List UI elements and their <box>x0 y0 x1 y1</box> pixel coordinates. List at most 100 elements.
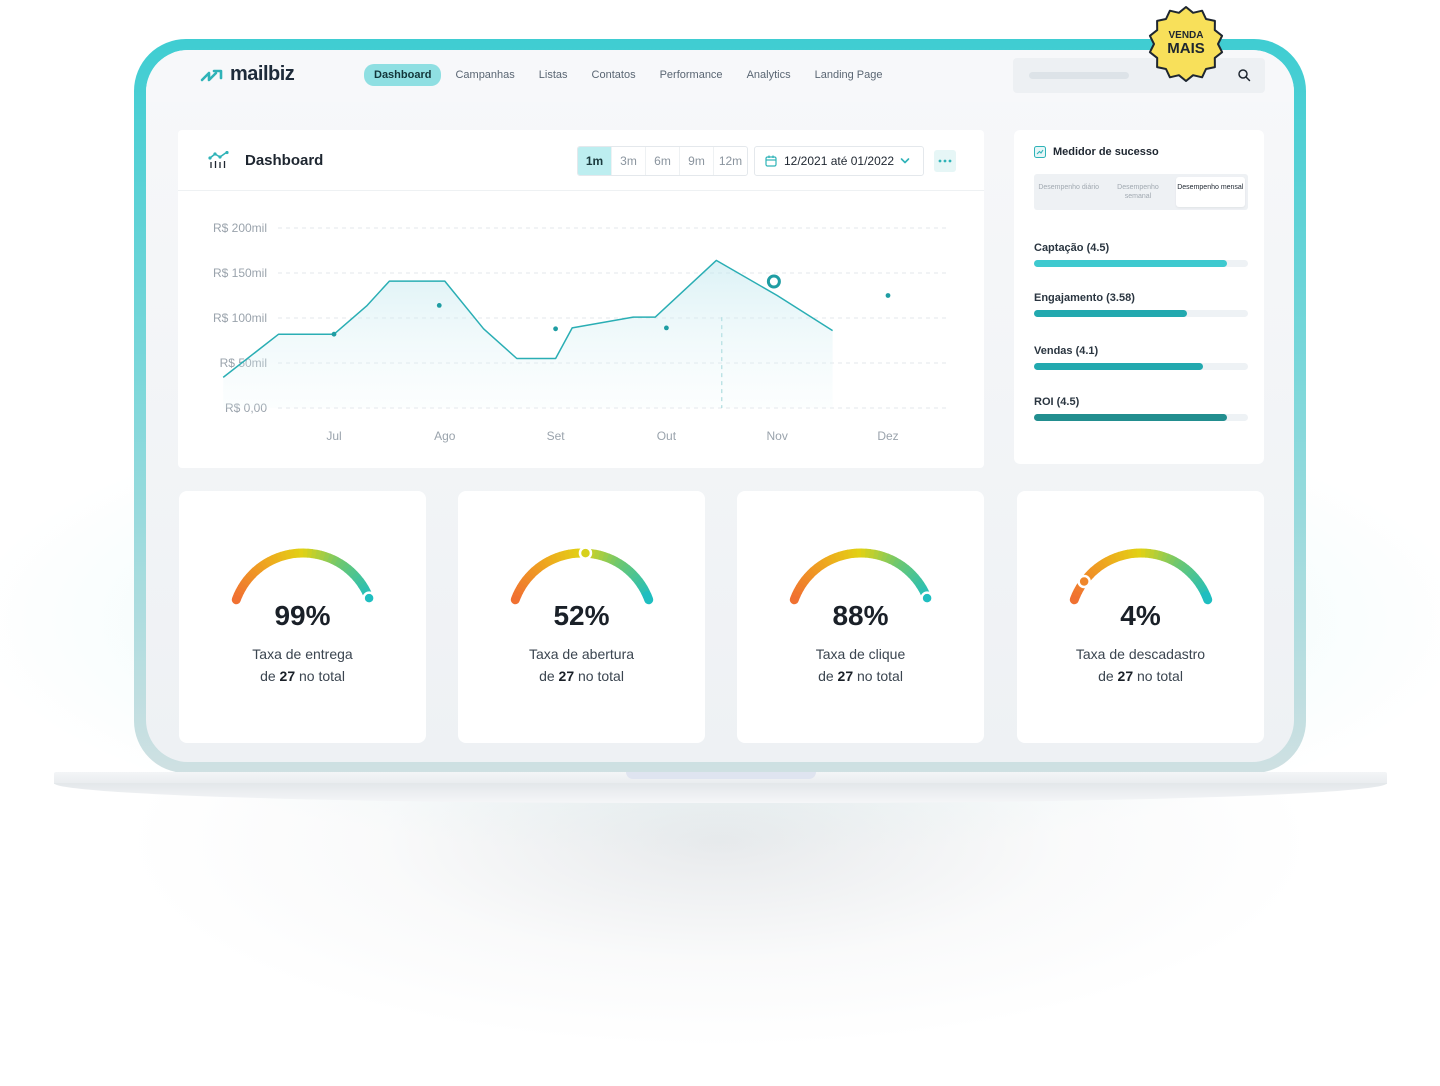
metric-label: Engajamento (3.58) <box>1034 292 1135 304</box>
gauge-arc-segment <box>1182 564 1193 576</box>
gauge-arc-segment <box>1118 550 1126 561</box>
nav-item-landing-page[interactable]: Landing Page <box>814 69 883 81</box>
gauge-arc-segment <box>252 564 263 575</box>
gauge-arc-segment <box>616 559 626 570</box>
tab-daily-performance[interactable]: Desempenho diário <box>1038 184 1100 191</box>
gauge-label-count: de 27 no total <box>260 668 345 684</box>
gauge-arc-segment <box>559 550 567 561</box>
nav-item-dashboard[interactable]: Dashboard <box>364 64 442 86</box>
period-6m-button[interactable]: 6m <box>646 147 680 175</box>
period-1m-button[interactable]: 1m <box>578 147 612 175</box>
gauge-arc-segment <box>605 553 614 564</box>
tab-weekly-performance[interactable]: Desempenho semanal <box>1117 184 1159 200</box>
y-tick-label: R$ 100mil <box>213 311 267 325</box>
period-12m-button[interactable]: 12m <box>718 154 743 168</box>
gauge-value: 88% <box>832 600 889 631</box>
gauge-label: Taxa de abertura de 27 no total <box>458 643 705 687</box>
gauge-label-count: de 27 no total <box>1098 668 1183 684</box>
gauge-arc-segment <box>263 557 273 568</box>
gauge-label-title: Taxa de entrega <box>252 646 353 662</box>
highlight-point[interactable] <box>766 274 781 289</box>
gauge-arc-segment <box>833 551 842 562</box>
gauge-arc-segment <box>814 561 824 572</box>
gauge-arc-segment <box>233 589 245 598</box>
gauge-arc-segment <box>350 571 361 581</box>
gauge-arc-segment <box>1071 589 1083 598</box>
gauge-arc-segment <box>1149 549 1156 559</box>
gauge-arc-segment <box>1157 550 1165 561</box>
nav-item-listas[interactable]: Listas <box>538 69 568 81</box>
gauge-arc-segment <box>550 553 559 564</box>
x-tick-label: Jul <box>326 429 341 443</box>
gauge-label: Taxa de descadastro de 27 no total <box>1017 643 1264 687</box>
nav-item-campanhas[interactable]: Campanhas <box>455 69 515 81</box>
gauge-arc-segment <box>235 585 247 594</box>
gauge-arc-segment <box>793 585 805 594</box>
gauge-arc-segment <box>538 559 548 570</box>
date-range-label: 12/2021 até 01/2022 <box>784 154 895 168</box>
gauge-arc-segment <box>825 555 835 566</box>
tab-monthly-performance[interactable]: Desempenho mensal <box>1175 177 1245 207</box>
calendar-icon <box>765 155 777 167</box>
gauge-arc-segment <box>902 564 913 576</box>
metric-row: Vendas (4.1) <box>1034 345 1248 370</box>
gauge-arc-segment <box>829 553 838 564</box>
gauge-arc-segment <box>873 549 880 560</box>
dashboard-panel: Dashboard 1m 3m 6m 9m 12m 12/2021 até 01… <box>178 130 984 468</box>
gauge-arc-segment <box>1188 571 1199 581</box>
gauge-arc-segment <box>1127 548 1134 559</box>
nav-item-performance[interactable]: Performance <box>659 69 723 81</box>
date-range-picker[interactable]: 12/2021 até 01/2022 <box>754 146 924 176</box>
gauge-arc-segment <box>337 559 347 570</box>
nav-item-analytics[interactable]: Analytics <box>746 69 791 81</box>
gauge-arc-segment <box>810 564 821 575</box>
gauge-arc-segment <box>1094 561 1104 572</box>
nav-item-contatos[interactable]: Contatos <box>591 69 636 81</box>
gauge-arc-segment <box>620 562 630 573</box>
search-icon[interactable] <box>1237 68 1251 82</box>
gauge-arc-segment <box>880 551 889 563</box>
gauge-label-count: de 27 no total <box>818 668 903 684</box>
gauge-arc-segment <box>1164 553 1173 564</box>
gauge-arc-segment <box>895 559 905 570</box>
gauge-arc-segment <box>275 551 284 562</box>
gauge-arc-segment <box>243 573 254 584</box>
metric-track <box>1034 414 1248 421</box>
gauge-arc-segment <box>629 571 640 581</box>
gauge-arc-segment <box>807 567 817 578</box>
gauge-arc-segment <box>554 551 563 562</box>
open-rate-gauge <box>510 546 654 605</box>
gauge-arc-segment <box>1196 581 1207 591</box>
x-tick-label: Dez <box>877 429 898 443</box>
period-3m-button[interactable]: 3m <box>612 147 646 175</box>
gauge-arc-segment <box>1185 567 1196 578</box>
gauge-arc-segment <box>322 551 331 563</box>
gauge-arc-segment <box>911 574 922 585</box>
gauge-arc-segment <box>594 549 601 560</box>
gauge-arc-segment <box>546 555 556 566</box>
gauge-arc-segment <box>888 555 898 566</box>
gauge-arc-segment <box>905 567 916 578</box>
metric-label: Captação (4.5) <box>1034 242 1110 254</box>
badge-line-2: MAIS <box>1167 40 1205 57</box>
gauge-arc-segment <box>542 557 552 568</box>
gauge-arc-segment <box>1175 559 1185 570</box>
y-tick-label: R$ 200mil <box>213 221 267 235</box>
gauge-arc-segment <box>1105 555 1115 566</box>
gauge-arc-segment <box>531 564 542 575</box>
search-input[interactable] <box>1013 58 1265 93</box>
metric-label: Vendas (4.1) <box>1034 345 1099 357</box>
gauge-arc-segment <box>289 548 296 559</box>
period-9m-button[interactable]: 9m <box>680 147 714 175</box>
x-tick-label: Set <box>547 429 566 443</box>
data-point <box>331 331 337 337</box>
gauge-arc-segment <box>267 555 277 566</box>
gauge-arc-segment <box>1122 549 1130 560</box>
gauge-arc-segment <box>877 550 885 561</box>
trend-up-icon <box>1034 146 1046 158</box>
gauge-indicator <box>1077 574 1091 589</box>
gauge-arc-segment <box>563 549 571 560</box>
more-options-button[interactable] <box>934 150 956 172</box>
logo[interactable]: mailbiz <box>200 63 295 86</box>
badge-line-1: VENDA <box>1168 30 1203 41</box>
